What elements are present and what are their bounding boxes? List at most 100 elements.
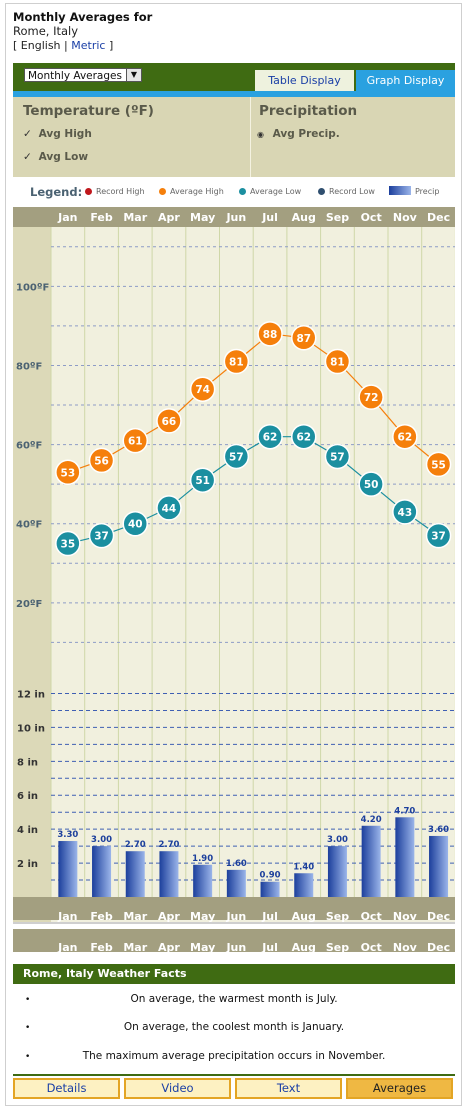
facts-heading: Rome, Italy Weather Facts [13,964,455,984]
temp-point-label: 81 [229,357,244,369]
tab-video[interactable]: Video [124,1078,231,1099]
temp-point [189,467,216,493]
legend-record-low: Record Low [318,187,375,196]
avg-precip-option[interactable]: ◉ Avg Precip. [257,128,340,140]
temp-point-label: 51 [195,475,210,487]
temp-point-label: 62 [263,432,278,444]
precip-bar [125,851,145,897]
page-title: Monthly Averages for [13,10,153,24]
bullet-icon: • [25,1023,31,1033]
temperature-heading: Temperature (ºF) [23,103,154,119]
temp-point-label: 56 [94,455,109,467]
legend-average-low: Average Low [239,187,301,196]
tab-table-display[interactable]: Table Display [255,70,354,91]
month-label-middle: Oct [361,910,382,923]
precip-bar [429,835,449,897]
legend-label: Record Low [329,187,375,196]
unit-english[interactable]: English [20,39,61,52]
month-label-middle: Dec [427,910,450,923]
temp-point-label: 40 [128,519,143,531]
precip-value-label: 0.90 [260,871,281,881]
radio-selected-icon[interactable]: ◉ [257,130,264,139]
chart-layer: 100ºF 80ºF 60ºF 40ºF 20ºF 12 in 10 in 8 in 6 in 4… [13,207,455,952]
unit-metric-link[interactable]: Metric [71,39,106,52]
temp-point [392,423,418,450]
checkmark-icon[interactable]: ✓ [23,151,32,163]
toolbar-accent [13,91,455,97]
month-label-top: May [190,211,215,224]
avg-precip-label: Avg Precip. [272,128,340,140]
tab-details[interactable]: Details [13,1078,120,1099]
bullet-icon: • [25,995,31,1005]
units-switch: [ English | Metric ] [13,39,113,52]
month-header-band [13,207,455,227]
tab-graph-display[interactable]: Graph Display [356,70,455,91]
temp-point-label: 35 [61,539,76,551]
precip-bar [226,869,246,897]
temp-point [88,522,115,549]
month-label-top: Jan [57,211,77,224]
legend-label: Record High [96,187,145,196]
month-label-middle: Apr [158,910,180,923]
temp-tick-label: 20ºF [16,599,42,610]
precip-axis-band [13,682,51,922]
precip-value-label: 3.00 [91,835,112,845]
temp-point-label: 43 [398,507,413,519]
precip-bar [58,841,78,897]
month-label-top: Nov [393,211,418,224]
temp-point-label: 81 [330,357,345,369]
month-label-bottom: Jan [57,941,77,952]
chevron-down-icon[interactable]: ▼ [126,69,141,81]
temp-point [358,471,384,497]
month-label-top: Aug [292,211,316,224]
temp-point [257,321,283,347]
month-label-bottom: Apr [158,941,180,952]
month-label-middle: Sep [326,910,349,923]
month-label-top: Oct [361,211,382,224]
bracket-open: [ [13,39,18,52]
month-label-top: Dec [427,211,450,224]
average-low-dot [239,188,246,195]
view-select[interactable]: Monthly Averages ▼ [24,68,142,82]
temp-point [425,522,452,549]
tab-text[interactable]: Text [235,1078,342,1099]
precip-bar [294,873,314,897]
chart-legend: Legend: Record High Average High Average… [13,182,455,200]
view-select-value: Monthly Averages [28,70,122,82]
temp-point [324,443,351,470]
precip-bar [92,846,112,897]
month-label-bottom: Oct [361,941,382,952]
temp-point-label: 37 [431,531,446,543]
temp-point [425,451,452,478]
precip-value-label: 2.70 [158,840,179,850]
temp-point-label: 37 [94,531,109,543]
checkmark-icon[interactable]: ✓ [23,128,32,140]
precip-bar [395,817,415,897]
temp-point-label: 50 [364,479,379,491]
precip-value-label: 1.60 [226,859,247,869]
temp-tick-label: 60ºF [16,441,42,452]
temp-point [55,530,81,557]
month-label-top: Feb [90,211,113,224]
record-high-dot [85,188,92,195]
avg-low-option[interactable]: ✓ Avg Low [23,151,88,163]
temp-point [358,384,384,410]
precip-value-label: 1.40 [293,862,314,872]
fact-item: On average, the coolest month is January… [123,1021,345,1033]
precip-bar [159,851,179,897]
precip-tick-label: 4 in [17,825,38,836]
temp-point [156,408,182,434]
temp-point-label: 57 [229,451,244,463]
temp-point [257,423,283,450]
temp-point-label: 57 [330,451,345,463]
avg-high-option[interactable]: ✓ Avg High [23,128,92,140]
month-label-bottom: Sep [326,941,349,952]
facts-title: Rome, Italy Weather Facts [23,967,187,980]
tab-averages[interactable]: Averages [346,1078,453,1099]
precip-swatch [389,186,411,195]
temp-point [122,510,148,537]
month-label-bottom: Jul [261,941,278,952]
precip-tick-label: 8 in [17,757,38,768]
month-label-middle: May [190,910,215,923]
record-low-dot [318,188,325,195]
